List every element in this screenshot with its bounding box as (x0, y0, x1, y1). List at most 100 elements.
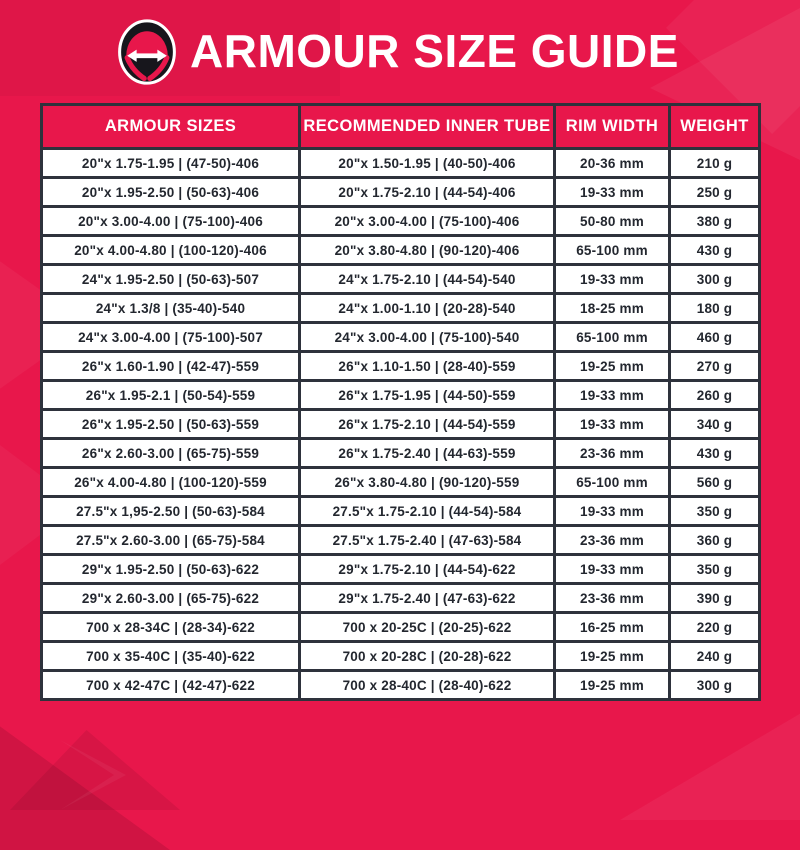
cell-weight: 430 g (668, 437, 761, 469)
background-triangle (10, 730, 180, 810)
cell-weight: 360 g (668, 524, 761, 556)
cell-weight: 300 g (668, 263, 761, 295)
cell-armour-size: 29"x 1.95-2.50 | (50-63)-622 (40, 553, 301, 585)
cell-inner-tube: 26"x 1.75-2.10 | (44-54)-559 (298, 408, 556, 440)
cell-armour-size: 20"x 1.95-2.50 | (50-63)-406 (40, 176, 301, 208)
cell-rim-width: 19-25 mm (553, 669, 671, 701)
cell-inner-tube: 20"x 3.80-4.80 | (90-120)-406 (298, 234, 556, 266)
cell-rim-width: 19-33 mm (553, 379, 671, 411)
cell-weight: 180 g (668, 292, 761, 324)
cell-inner-tube: 26"x 3.80-4.80 | (90-120)-559 (298, 466, 556, 498)
cell-inner-tube: 700 x 20-25C | (20-25)-622 (298, 611, 556, 643)
cell-weight: 350 g (668, 495, 761, 527)
table-row: 26"x 1.95-2.50 | (50-63)-559 26"x 1.75-2.… (40, 408, 761, 440)
cell-rim-width: 19-33 mm (553, 263, 671, 295)
cell-weight: 340 g (668, 408, 761, 440)
background-triangle (620, 690, 800, 820)
table-row: 20"x 1.75-1.95 | (47-50)-406 20"x 1.50-1.… (40, 147, 761, 179)
table-row: 26"x 4.00-4.80 | (100-120)-559 26"x 3.80-… (40, 466, 761, 498)
cell-rim-width: 23-36 mm (553, 524, 671, 556)
cell-weight: 220 g (668, 611, 761, 643)
table-row: 20"x 3.00-4.00 | (75-100)-406 20"x 3.00-4… (40, 205, 761, 237)
table-row: 29"x 1.95-2.50 | (50-63)-622 29"x 1.75-2.… (40, 553, 761, 585)
cell-inner-tube: 29"x 1.75-2.40 | (47-63)-622 (298, 582, 556, 614)
cell-weight: 350 g (668, 553, 761, 585)
cell-weight: 270 g (668, 350, 761, 382)
size-table-body: 20"x 1.75-1.95 | (47-50)-406 20"x 1.50-1.… (40, 147, 761, 701)
table-row: 24"x 3.00-4.00 | (75-100)-507 24"x 3.00-4… (40, 321, 761, 353)
cell-weight: 560 g (668, 466, 761, 498)
cell-weight: 250 g (668, 176, 761, 208)
cell-armour-size: 26"x 2.60-3.00 | (65-75)-559 (40, 437, 301, 469)
cell-rim-width: 23-36 mm (553, 582, 671, 614)
table-header: ARMOUR SIZES RECOMMENDED INNER TUBE RIM … (40, 103, 761, 150)
cell-inner-tube: 700 x 28-40C | (28-40)-622 (298, 669, 556, 701)
cell-armour-size: 24"x 1.95-2.50 | (50-63)-507 (40, 263, 301, 295)
cell-armour-size: 26"x 1.60-1.90 | (42-47)-559 (40, 350, 301, 382)
brand-logo (116, 18, 178, 86)
table-row: 20"x 1.95-2.50 | (50-63)-406 20"x 1.75-2.… (40, 176, 761, 208)
cell-inner-tube: 700 x 20-28C | (20-28)-622 (298, 640, 556, 672)
table-row: 700 x 28-34C | (28-34)-622 700 x 20-25C |… (40, 611, 761, 643)
cell-weight: 210 g (668, 147, 761, 179)
cell-weight: 260 g (668, 379, 761, 411)
table-row: 20"x 4.00-4.80 | (100-120)-406 20"x 3.80-… (40, 234, 761, 266)
cell-armour-size: 26"x 1.95-2.1 | (50-54)-559 (40, 379, 301, 411)
cell-armour-size: 24"x 1.3/8 | (35-40)-540 (40, 292, 301, 324)
cell-rim-width: 19-33 mm (553, 408, 671, 440)
cell-armour-size: 27.5"x 2.60-3.00 | (65-75)-584 (40, 524, 301, 556)
cell-armour-size: 700 x 35-40C | (35-40)-622 (40, 640, 301, 672)
cell-rim-width: 16-25 mm (553, 611, 671, 643)
table-row: 29"x 2.60-3.00 | (65-75)-622 29"x 1.75-2.… (40, 582, 761, 614)
cell-weight: 300 g (668, 669, 761, 701)
cell-inner-tube: 29"x 1.75-2.10 | (44-54)-622 (298, 553, 556, 585)
cell-inner-tube: 24"x 1.00-1.10 | (20-28)-540 (298, 292, 556, 324)
cell-armour-size: 20"x 1.75-1.95 | (47-50)-406 (40, 147, 301, 179)
cell-armour-size: 700 x 28-34C | (28-34)-622 (40, 611, 301, 643)
size-guide-table: ARMOUR SIZES RECOMMENDED INNER TUBE RIM … (40, 103, 761, 701)
cell-inner-tube: 26"x 1.75-2.40 | (44-63)-559 (298, 437, 556, 469)
cell-armour-size: 29"x 2.60-3.00 | (65-75)-622 (40, 582, 301, 614)
table-row: 700 x 35-40C | (35-40)-622 700 x 20-28C |… (40, 640, 761, 672)
cell-armour-size: 27.5"x 1,95-2.50 | (50-63)-584 (40, 495, 301, 527)
table-row: 26"x 1.60-1.90 | (42-47)-559 26"x 1.10-1.… (40, 350, 761, 382)
cell-inner-tube: 26"x 1.10-1.50 | (28-40)-559 (298, 350, 556, 382)
cell-inner-tube: 20"x 3.00-4.00 | (75-100)-406 (298, 205, 556, 237)
column-header-armour-sizes: ARMOUR SIZES (40, 103, 301, 150)
column-header-weight: WEIGHT (668, 103, 761, 150)
cell-weight: 240 g (668, 640, 761, 672)
cell-rim-width: 65-100 mm (553, 321, 671, 353)
column-header-inner-tube: RECOMMENDED INNER TUBE (298, 103, 556, 150)
table-row: 26"x 1.95-2.1 | (50-54)-559 26"x 1.75-1.9… (40, 379, 761, 411)
cell-inner-tube: 27.5"x 1.75-2.40 | (47-63)-584 (298, 524, 556, 556)
cell-rim-width: 19-33 mm (553, 176, 671, 208)
cell-rim-width: 19-25 mm (553, 350, 671, 382)
tyre-width-arrow-icon (118, 19, 176, 85)
cell-armour-size: 26"x 4.00-4.80 | (100-120)-559 (40, 466, 301, 498)
cell-inner-tube: 24"x 1.75-2.10 | (44-54)-540 (298, 263, 556, 295)
cell-armour-size: 20"x 3.00-4.00 | (75-100)-406 (40, 205, 301, 237)
page-title: ARMOUR SIZE GUIDE (190, 25, 679, 77)
cell-rim-width: 65-100 mm (553, 466, 671, 498)
cell-rim-width: 50-80 mm (553, 205, 671, 237)
cell-inner-tube: 26"x 1.75-1.95 | (44-50)-559 (298, 379, 556, 411)
table-row: 24"x 1.95-2.50 | (50-63)-507 24"x 1.75-2.… (40, 263, 761, 295)
cell-inner-tube: 27.5"x 1.75-2.10 | (44-54)-584 (298, 495, 556, 527)
table-row: 700 x 42-47C | (42-47)-622 700 x 28-40C |… (40, 669, 761, 701)
background-triangle (0, 690, 170, 850)
cell-inner-tube: 20"x 1.50-1.95 | (40-50)-406 (298, 147, 556, 179)
cell-armour-size: 26"x 1.95-2.50 | (50-63)-559 (40, 408, 301, 440)
table-row: 27.5"x 2.60-3.00 | (65-75)-584 27.5"x 1.7… (40, 524, 761, 556)
cell-rim-width: 19-25 mm (553, 640, 671, 672)
cell-rim-width: 19-33 mm (553, 495, 671, 527)
cell-weight: 380 g (668, 205, 761, 237)
cell-rim-width: 18-25 mm (553, 292, 671, 324)
cell-inner-tube: 24"x 3.00-4.00 | (75-100)-540 (298, 321, 556, 353)
cell-armour-size: 700 x 42-47C | (42-47)-622 (40, 669, 301, 701)
cell-weight: 390 g (668, 582, 761, 614)
cell-armour-size: 20"x 4.00-4.80 | (100-120)-406 (40, 234, 301, 266)
cell-armour-size: 24"x 3.00-4.00 | (75-100)-507 (40, 321, 301, 353)
cell-inner-tube: 20"x 1.75-2.10 | (44-54)-406 (298, 176, 556, 208)
cell-rim-width: 20-36 mm (553, 147, 671, 179)
cell-weight: 430 g (668, 234, 761, 266)
